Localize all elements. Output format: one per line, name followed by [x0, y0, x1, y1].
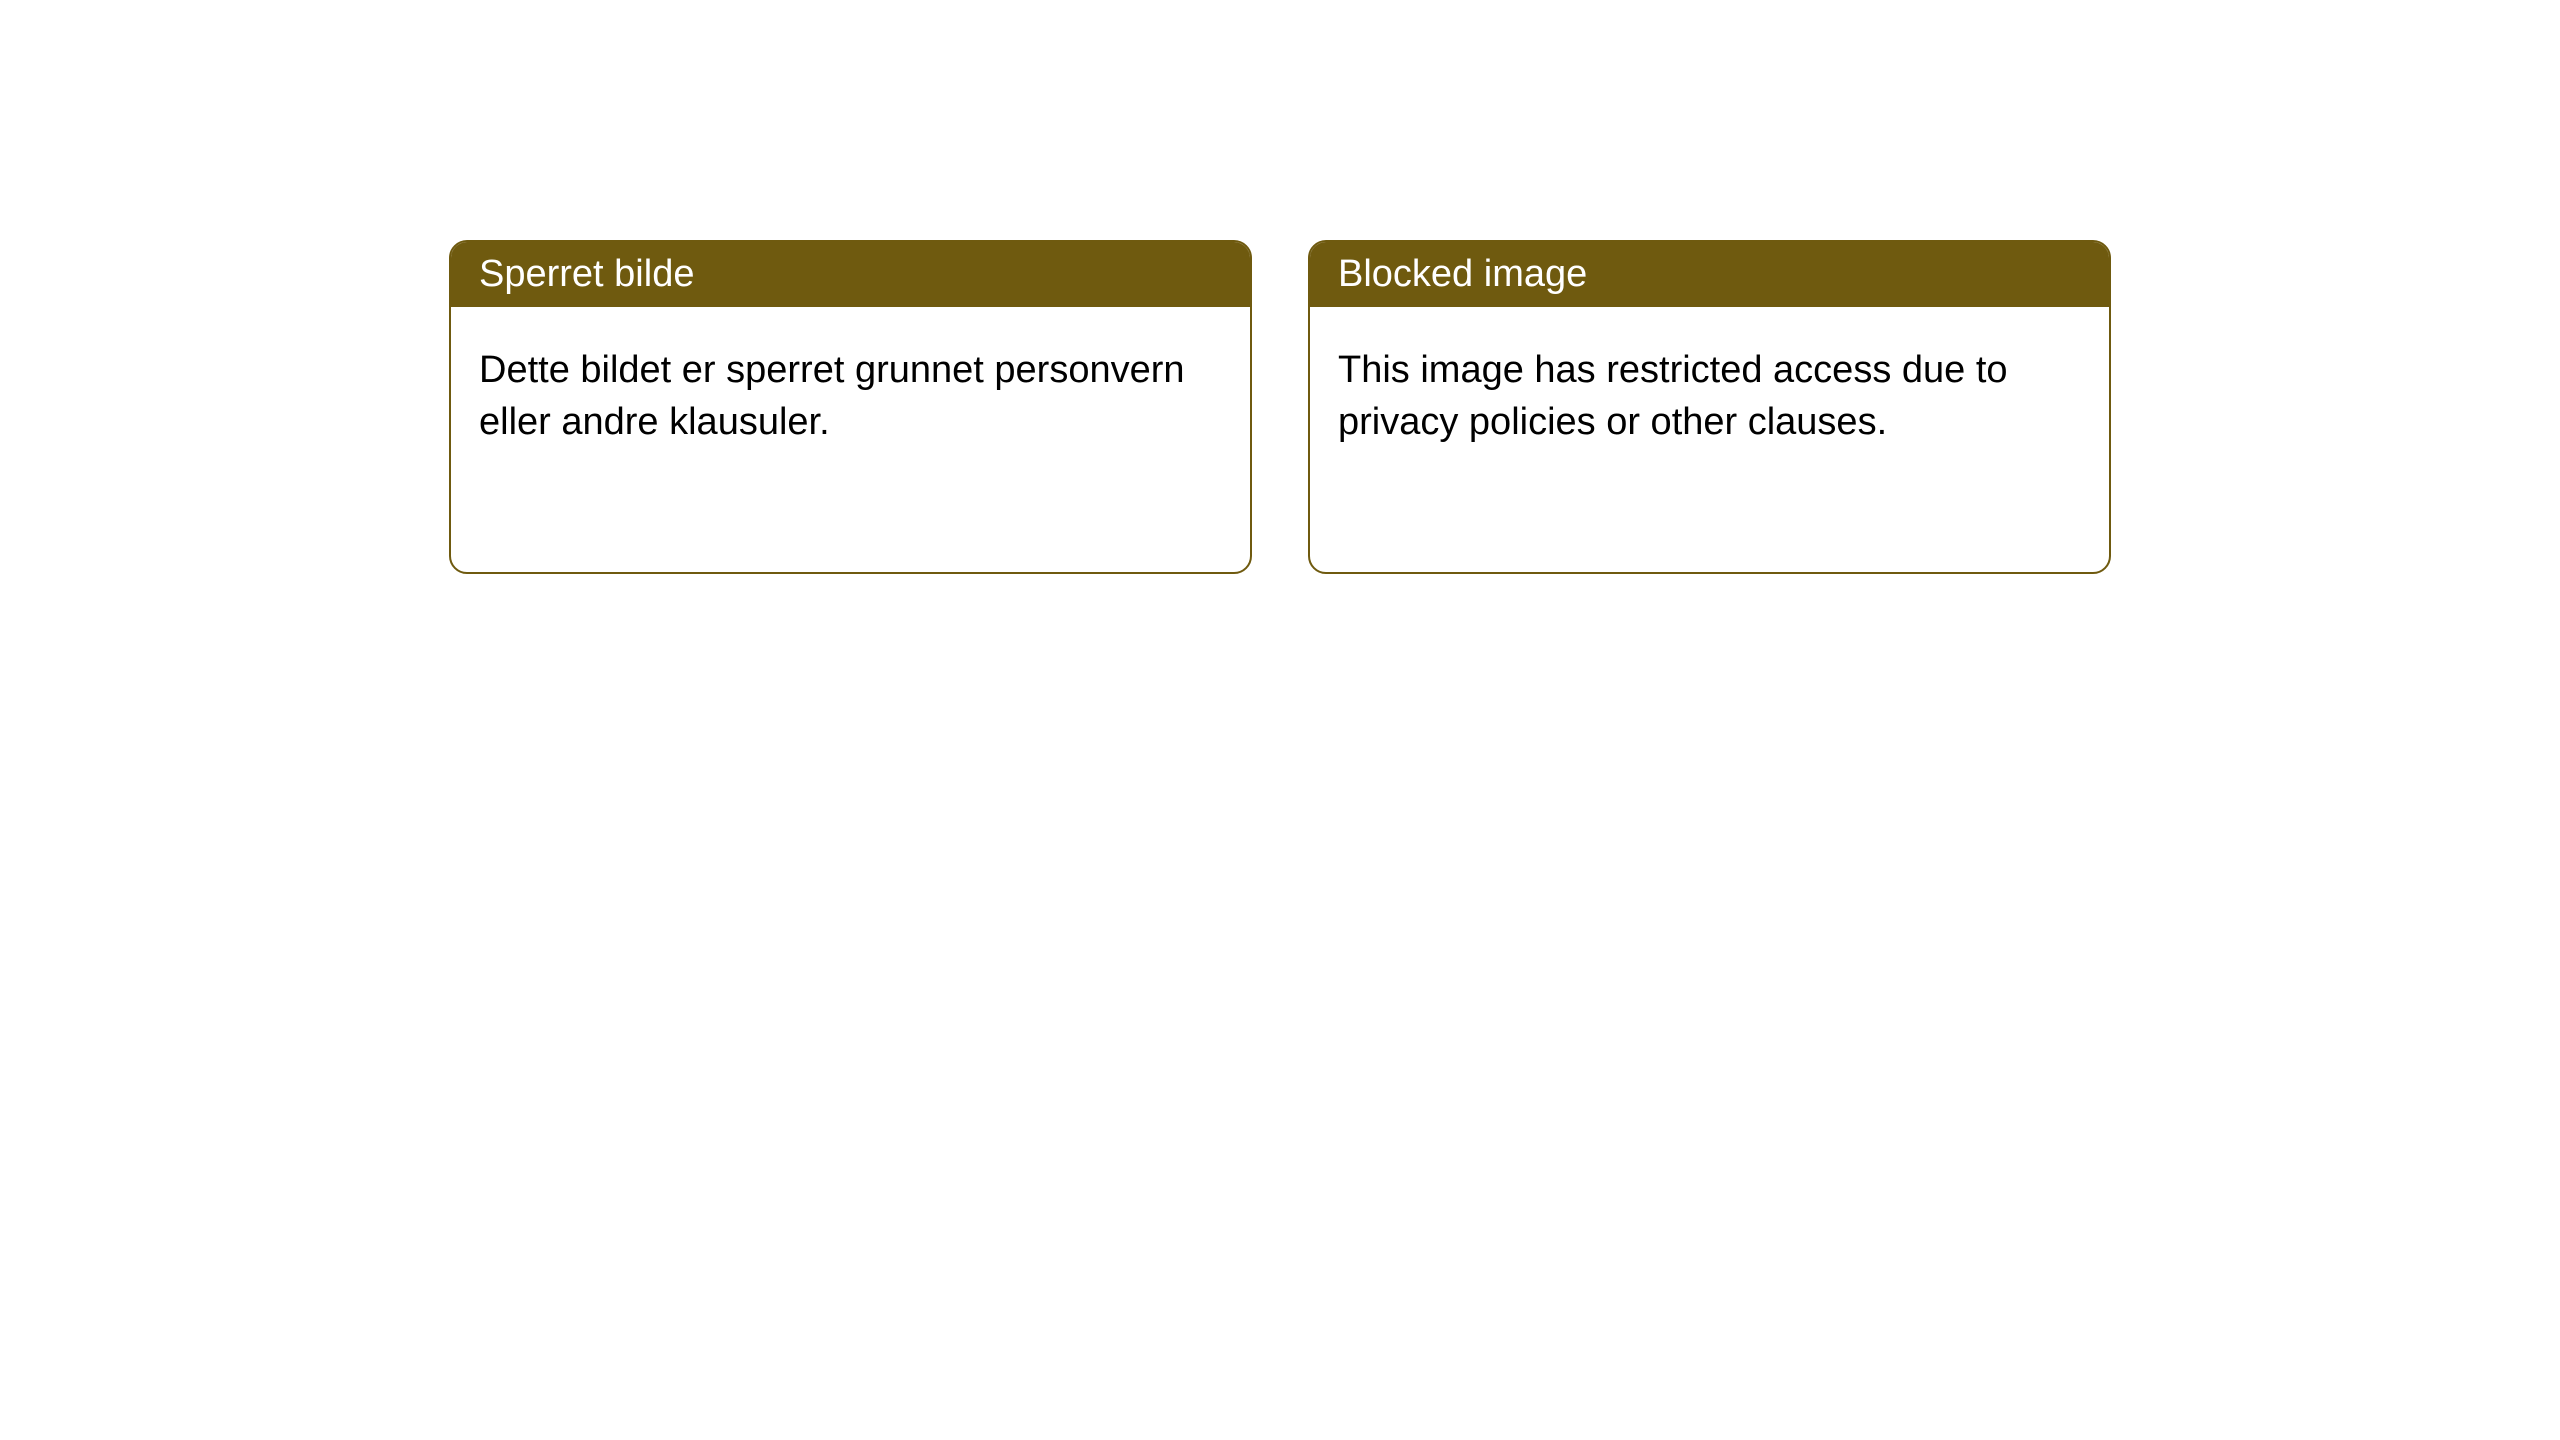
notice-header: Sperret bilde: [451, 242, 1250, 307]
notice-body: Dette bildet er sperret grunnet personve…: [451, 307, 1250, 486]
notice-header: Blocked image: [1310, 242, 2109, 307]
notice-container: Sperret bilde Dette bildet er sperret gr…: [449, 240, 2111, 574]
notice-box-norwegian: Sperret bilde Dette bildet er sperret gr…: [449, 240, 1252, 574]
notice-box-english: Blocked image This image has restricted …: [1308, 240, 2111, 574]
notice-body: This image has restricted access due to …: [1310, 307, 2109, 486]
